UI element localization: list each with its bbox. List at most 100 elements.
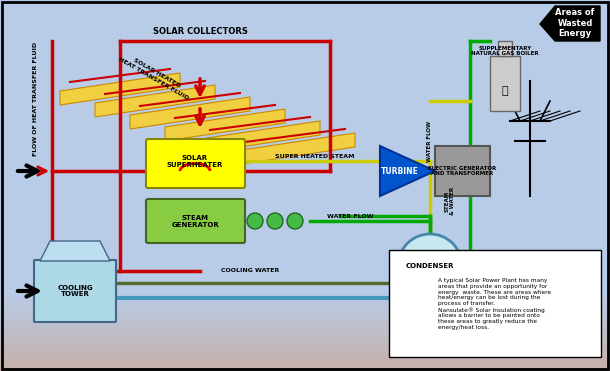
Bar [0,314,610,315]
Bar [0,354,610,355]
Polygon shape [165,109,285,141]
Bar [0,349,610,350]
Text: STEAM
& WATER: STEAM & WATER [445,187,456,215]
Bar [0,326,610,327]
Bar [0,328,610,329]
Bar [0,330,610,331]
Bar [0,359,610,360]
Bar [0,298,610,299]
Bar [0,336,610,337]
Bar [0,370,610,371]
Bar [0,347,610,348]
Text: SOLAR COLLECTORS: SOLAR COLLECTORS [152,26,248,36]
Bar [0,331,610,332]
Bar [0,316,610,317]
Bar [0,363,610,364]
Bar [0,309,610,310]
FancyBboxPatch shape [146,199,245,243]
Bar [0,342,610,343]
Bar [0,304,610,305]
Circle shape [267,213,283,229]
Bar [0,303,610,304]
Bar [0,362,610,363]
Circle shape [398,234,462,298]
Bar [0,306,610,307]
Bar [0,332,610,333]
Bar [0,367,610,368]
Bar [0,365,610,366]
Bar [0,329,610,330]
Bar [0,337,610,338]
Bar [0,366,610,367]
Bar [0,364,610,365]
Text: A typical Solar Power Plant has many
areas that provide an opportunity for
energ: A typical Solar Power Plant has many are… [439,278,551,330]
Text: SUPER HEATED STEAM: SUPER HEATED STEAM [275,154,355,158]
FancyArrowPatch shape [18,285,38,296]
Text: STEAM
GENERATOR: STEAM GENERATOR [171,214,219,227]
Text: SOLAR
SUPERHEATER: SOLAR SUPERHEATER [167,154,223,167]
Polygon shape [540,6,600,41]
Bar [0,323,610,324]
Polygon shape [235,133,355,165]
Bar [0,338,610,339]
Bar [0,351,610,352]
Text: 🔥: 🔥 [501,86,508,96]
Bar [0,333,610,334]
Bar [0,361,610,362]
Bar [0,321,610,322]
Bar [0,315,610,316]
Text: CONDENSER: CONDENSER [406,263,454,269]
Bar [0,324,610,325]
Bar [0,319,610,320]
Bar [0,345,610,346]
Bar [0,355,610,356]
Polygon shape [40,241,110,261]
Bar [0,358,610,359]
Bar [0,300,610,301]
Bar [0,308,610,309]
FancyBboxPatch shape [389,250,601,357]
Bar [0,350,610,351]
Bar [0,293,610,294]
Text: TURBINE: TURBINE [381,167,419,175]
Polygon shape [130,97,250,129]
Bar [0,356,610,357]
Text: FLOW OF HEAT TRANSFER FLUID: FLOW OF HEAT TRANSFER FLUID [32,42,37,156]
Bar [0,320,610,321]
Bar [435,146,490,196]
Text: COOLING WATER: COOLING WATER [221,269,279,273]
Circle shape [287,213,303,229]
Bar [0,297,610,298]
Bar [0,335,610,336]
Bar [0,302,610,303]
Bar [0,310,610,311]
Text: COOLING
TOWER: COOLING TOWER [57,285,93,298]
Circle shape [247,213,263,229]
Bar [0,296,610,297]
Bar [0,294,610,295]
Polygon shape [200,121,320,153]
Bar [0,340,610,341]
Polygon shape [95,85,215,117]
Bar [0,299,610,300]
Bar [0,295,610,296]
Bar [0,317,610,318]
Bar [0,357,610,358]
Bar [0,291,610,292]
Polygon shape [380,146,435,196]
Polygon shape [60,73,180,105]
Bar [0,334,610,335]
Bar [0,369,610,370]
Bar [0,327,610,328]
Text: SUPPLEMENTARY
NATURAL GAS BOILER: SUPPLEMENTARY NATURAL GAS BOILER [471,46,539,56]
Bar [0,318,610,319]
Bar [0,341,610,342]
Text: WATER FLOW: WATER FLOW [428,121,432,161]
Bar [0,343,610,344]
Bar [0,322,610,323]
Bar [0,313,610,314]
Bar [0,352,610,353]
Bar [0,292,610,293]
Text: ELECTRIC GENERATOR
AND TRANSFORMER: ELECTRIC GENERATOR AND TRANSFORMER [428,165,496,176]
FancyArrowPatch shape [23,167,46,175]
